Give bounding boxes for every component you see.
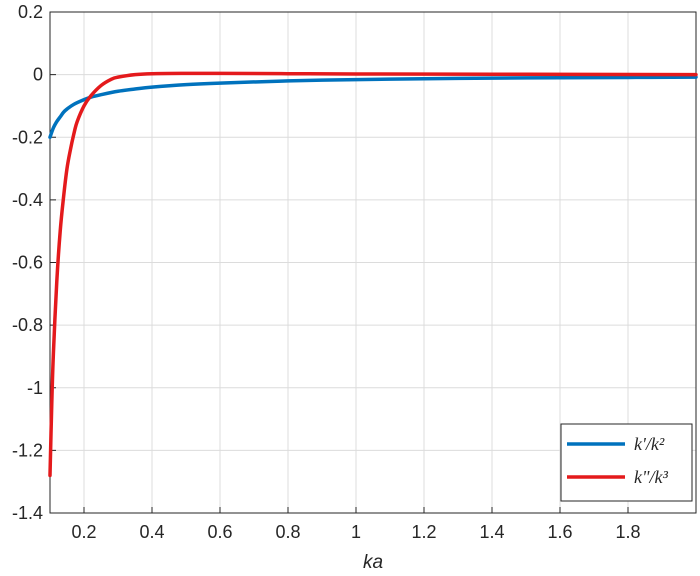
x-tick-label: 1.8 xyxy=(615,522,640,542)
series-line-2 xyxy=(48,71,698,478)
x-tick-label: 1.2 xyxy=(411,522,436,542)
y-tick-label: -0.2 xyxy=(12,127,43,147)
x-tick-label: 0.4 xyxy=(139,522,164,542)
series-line-1 xyxy=(48,75,698,139)
legend: k'/k² k"/k³ xyxy=(560,423,693,502)
y-tick-label: 0 xyxy=(33,65,43,85)
legend-label: k"/k³ xyxy=(634,467,669,487)
x-axis-ticks: 0.2 0.4 0.6 0.8 1 1.2 1.4 1.6 1.8 xyxy=(71,507,641,542)
x-axis-label: ka xyxy=(363,552,383,573)
x-tick-label: 0.2 xyxy=(71,522,96,542)
legend-label: k'/k² xyxy=(634,434,665,454)
y-tick-label: -1.4 xyxy=(12,503,43,523)
y-tick-label: -1 xyxy=(27,378,43,398)
series-lines xyxy=(48,71,698,478)
x-tick-label: 0.8 xyxy=(275,522,300,542)
x-tick-label: 1.4 xyxy=(479,522,504,542)
x-tick-label: 1.6 xyxy=(547,522,572,542)
x-tick-label: 0.6 xyxy=(207,522,232,542)
y-tick-label: -1.2 xyxy=(12,440,43,460)
y-tick-label: -0.4 xyxy=(12,190,43,210)
y-tick-label: 0.2 xyxy=(18,2,43,22)
y-tick-label: -0.6 xyxy=(12,253,43,273)
x-tick-label: 1 xyxy=(351,522,361,542)
y-tick-label: -0.8 xyxy=(12,315,43,335)
legend-box xyxy=(560,423,693,502)
y-axis-ticks: 0.2 0 -0.2 -0.4 -0.6 -0.8 -1 -1.2 -1.4 xyxy=(12,2,56,523)
